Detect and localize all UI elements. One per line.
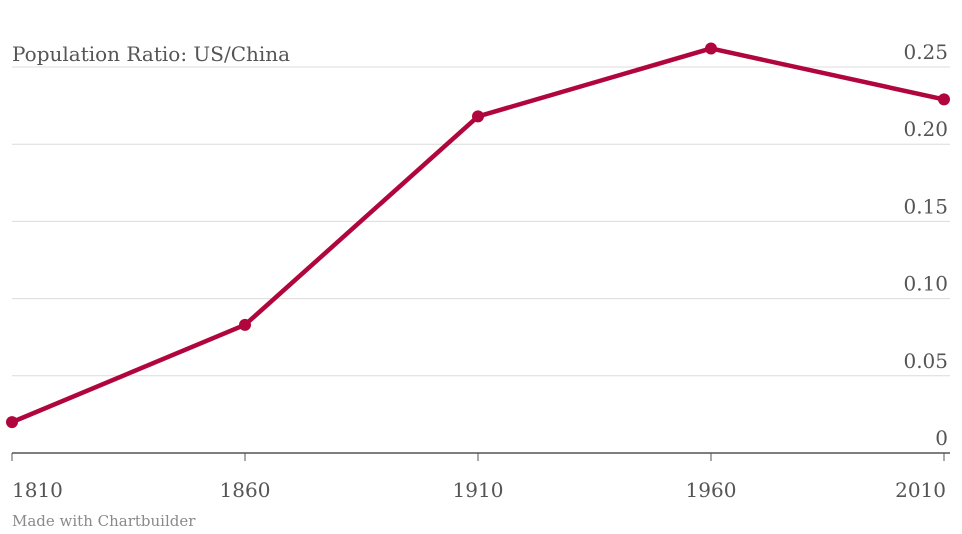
y-tick-label: 0.10	[903, 272, 948, 296]
x-tick-label: 2010	[895, 478, 946, 502]
x-tick-label: 1960	[686, 478, 737, 502]
y-tick-label: 0.20	[903, 117, 948, 141]
series-line	[9, 46, 947, 425]
y-tick-label: 0	[935, 426, 948, 450]
data-point	[6, 416, 18, 429]
series-layer	[6, 42, 950, 429]
data-point	[239, 318, 251, 331]
y-axis-tick-labels: 0 0.05 0.10 0.15 0.20 0.25	[903, 40, 948, 450]
gridlines	[12, 66, 950, 377]
y-tick-label: 0.25	[903, 40, 948, 64]
x-axis-ticks: 1810 1860 1910 1960 2010	[11, 453, 946, 502]
data-point	[705, 42, 717, 55]
chartbuilder-credit: Made with Chartbuilder	[12, 512, 196, 530]
x-tick-label: 1860	[220, 478, 271, 502]
data-point	[938, 93, 950, 106]
chart-title: Population Ratio: US/China	[12, 42, 290, 66]
x-tick-label: 1810	[12, 478, 63, 502]
y-tick-label: 0.05	[903, 349, 948, 373]
data-point	[472, 110, 484, 123]
y-tick-label: 0.15	[903, 194, 948, 218]
x-tick-label: 1910	[453, 478, 504, 502]
